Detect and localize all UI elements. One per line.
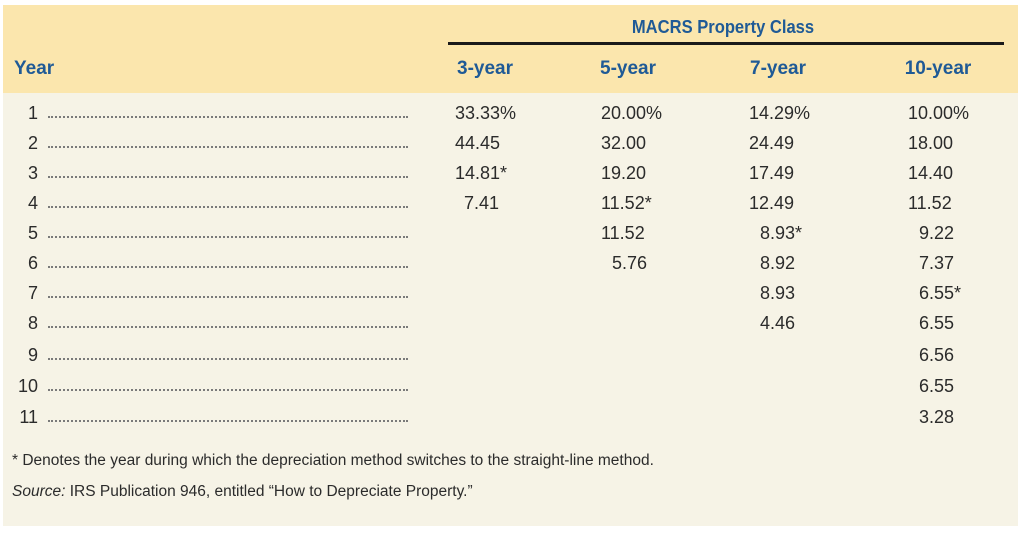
year-cell: 9	[27, 345, 38, 365]
dot-leader	[48, 236, 408, 238]
source-note: Source: IRS Publication 946, entitled “H…	[12, 483, 473, 501]
column-header-3-year: 3-year	[457, 58, 513, 79]
column-header-10-year: 10-year	[904, 58, 972, 79]
value-cell: 14.40	[908, 163, 954, 183]
year-cell: 6	[27, 253, 38, 273]
value-cell: 44.45	[455, 133, 501, 153]
dot-leader	[48, 296, 408, 298]
dot-leader	[48, 266, 408, 268]
column-header-5-year: 5-year	[600, 58, 656, 79]
table-row: 11 3.28	[0, 407, 1024, 437]
value-cell: 11.52	[908, 193, 952, 213]
value-cell: 33.33%	[455, 103, 517, 123]
year-cell: 3	[27, 163, 38, 183]
source-text: IRS Publication 946, entitled “How to De…	[65, 483, 473, 500]
value-cell: 32.00	[601, 133, 647, 153]
column-header-7-year: 7-year	[750, 58, 806, 79]
value-cell: 6.55*	[919, 283, 962, 303]
value-cell: 9.22	[919, 223, 955, 243]
year-cell: 4	[27, 193, 38, 213]
value-cell: 6.55	[919, 376, 955, 396]
year-cell: 10	[18, 376, 39, 396]
value-cell: 4.46	[760, 313, 796, 333]
value-cell: 3.28	[919, 407, 955, 427]
header-rule	[448, 42, 1004, 45]
value-cell: 11.52*	[601, 193, 652, 213]
dot-leader	[48, 176, 408, 178]
table-row: 2 44.45 32.00 24.49 18.00	[0, 133, 1024, 163]
table-header-band	[3, 5, 1018, 93]
value-cell: 5.76	[612, 253, 648, 273]
group-header: MACRS Property Class	[631, 17, 815, 37]
value-cell: 8.93	[760, 283, 796, 303]
year-cell: 11	[19, 407, 38, 427]
dot-leader	[48, 206, 408, 208]
value-cell: 11.52	[601, 223, 645, 243]
year-cell: 5	[27, 223, 38, 243]
dot-leader	[48, 116, 408, 118]
value-cell: 6.55	[919, 313, 955, 333]
footnote: * Denotes the year during which the depr…	[12, 452, 654, 469]
dot-leader	[48, 389, 408, 391]
value-cell: 10.00%	[908, 103, 970, 123]
table-row: 7 8.93 6.55*	[0, 283, 1024, 313]
value-cell: 6.56	[919, 345, 955, 365]
table-row: 6 5.76 8.92 7.37	[0, 253, 1024, 283]
dot-leader	[48, 420, 408, 422]
table-row: 9 6.56	[0, 345, 1024, 375]
source-label: Source:	[12, 483, 66, 500]
value-cell: 19.20	[601, 163, 647, 183]
value-cell: 18.00	[908, 133, 954, 153]
year-cell: 8	[27, 313, 38, 333]
year-cell: 2	[27, 133, 38, 153]
value-cell: 7.41	[464, 193, 500, 213]
year-cell: 7	[27, 283, 38, 303]
value-cell: 8.93*	[760, 223, 803, 243]
value-cell: 17.49	[749, 163, 795, 183]
table-row: 3 14.81* 19.20 17.49 14.40	[0, 163, 1024, 193]
table-row: 1 33.33% 20.00% 14.29% 10.00%	[0, 103, 1024, 133]
value-cell: 7.37	[919, 253, 955, 273]
table-row: 10 6.55	[0, 376, 1024, 406]
value-cell: 14.81*	[455, 163, 508, 183]
year-header: Year	[14, 58, 55, 79]
value-cell: 20.00%	[601, 103, 663, 123]
value-cell: 8.92	[760, 253, 796, 273]
year-cell: 1	[27, 103, 38, 123]
table-row: 5 11.52 8.93* 9.22	[0, 223, 1024, 253]
value-cell: 12.49	[749, 193, 795, 213]
table-row: 4 7.41 11.52* 12.49 11.52	[0, 193, 1024, 223]
dot-leader	[48, 326, 408, 328]
dot-leader	[48, 146, 408, 148]
value-cell: 24.49	[749, 133, 795, 153]
table-row: 8 4.46 6.55	[0, 313, 1024, 343]
dot-leader	[48, 358, 408, 360]
value-cell: 14.29%	[749, 103, 811, 123]
